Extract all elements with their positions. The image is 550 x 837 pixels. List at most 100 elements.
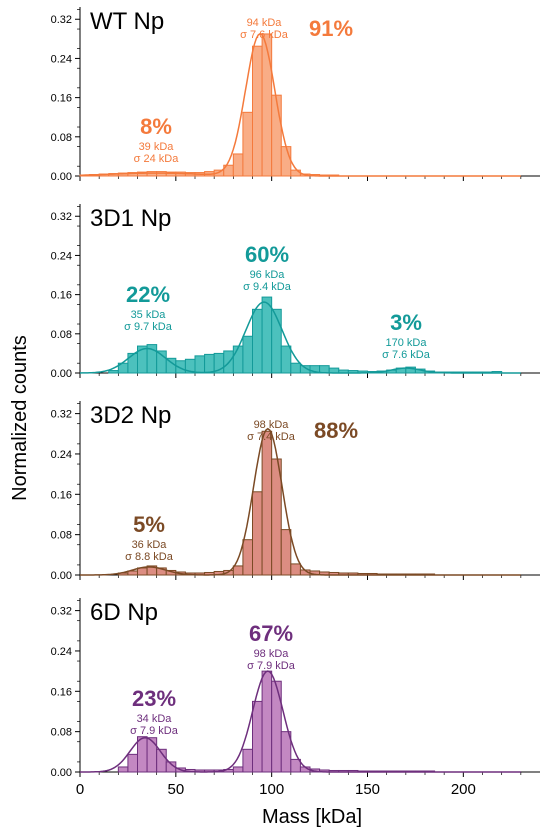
y-tick-label: 0.08	[51, 132, 72, 144]
y-tick-label: 0.24	[51, 53, 72, 65]
peak-sigma: σ 7.9 kDa	[130, 725, 179, 737]
histogram-bar	[232, 153, 244, 177]
histogram-bar	[280, 345, 292, 374]
peak-sigma: σ 7.6 kDa	[382, 349, 431, 361]
peak-percent: 88%	[314, 418, 358, 443]
y-tick-label: 0.00	[51, 171, 72, 183]
y-tick-label: 0.16	[51, 290, 72, 302]
peak-mass: 94 kDa	[247, 17, 283, 29]
histogram-bar	[242, 111, 254, 177]
peak-percent: 67%	[249, 621, 293, 646]
peak-sigma: σ 7.6 kDa	[240, 29, 289, 41]
peak-sigma: σ 7.4 kDa	[247, 431, 296, 443]
peak-percent: 60%	[245, 242, 289, 267]
fit-curve	[80, 670, 521, 773]
histogram-bar	[271, 308, 282, 374]
x-tick-label: 100	[259, 781, 284, 798]
histogram-bar	[280, 731, 292, 773]
panel-title: 3D2 Np	[90, 402, 171, 429]
histogram-bar	[290, 563, 301, 576]
y-tick-label: 0.00	[51, 368, 72, 380]
peak-percent: 22%	[126, 282, 170, 307]
histogram-bar	[232, 565, 244, 576]
x-tick-label: 0	[76, 781, 84, 798]
y-tick-label: 0.08	[51, 329, 72, 341]
peak-percent: 23%	[132, 686, 176, 711]
x-tick-label: 200	[451, 781, 476, 798]
peak-mass: 98 kDa	[254, 648, 290, 660]
histogram-bar	[290, 758, 301, 773]
panel-title: 3D1 Np	[90, 205, 171, 232]
peak-percent: 91%	[309, 16, 353, 41]
histogram-bar	[108, 370, 119, 374]
panel-title: 6D Np	[90, 599, 158, 626]
peak-sigma: σ 7.9 kDa	[247, 660, 296, 672]
peak-sigma: σ 9.7 kDa	[124, 321, 173, 333]
peak-mass: 98 kDa	[254, 419, 290, 431]
y-tick-label: 0.32	[51, 409, 72, 421]
y-tick-label: 0.24	[51, 250, 72, 262]
peak-mass: 39 kDa	[139, 141, 175, 153]
histogram-bar	[252, 45, 263, 177]
peak-percent: 5%	[133, 512, 165, 537]
y-tick-label: 0.32	[51, 606, 72, 618]
histogram-bar	[117, 766, 129, 773]
histogram-bar	[127, 352, 138, 374]
histogram-bar	[271, 458, 282, 576]
histogram-bar	[261, 670, 273, 773]
peak-percent: 8%	[140, 114, 172, 139]
x-tick-label: 50	[167, 781, 184, 798]
histogram-bar	[280, 529, 292, 576]
y-tick-label: 0.16	[51, 93, 72, 105]
histogram-bar	[252, 308, 263, 374]
peak-mass: 96 kDa	[250, 269, 286, 281]
peak-percent: 3%	[390, 310, 422, 335]
y-tick-label: 0.00	[51, 570, 72, 582]
y-tick-label: 0.24	[51, 449, 72, 461]
y-tick-label: 0.08	[51, 727, 72, 739]
histogram-bar	[280, 146, 292, 177]
y-tick-label: 0.08	[51, 530, 72, 542]
histogram-bar	[137, 567, 148, 576]
histogram-bar	[271, 680, 282, 773]
peak-sigma: σ 24 kDa	[134, 153, 180, 165]
y-tick-label: 0.32	[51, 211, 72, 223]
histogram-bar	[232, 345, 244, 374]
histogram-bar	[261, 33, 273, 177]
y-axis-label: Normalized counts	[9, 335, 31, 501]
peak-mass: 34 kDa	[137, 713, 173, 725]
fit-curve	[80, 427, 521, 576]
y-tick-label: 0.00	[51, 767, 72, 779]
fit-curve	[79, 301, 521, 374]
x-axis-label: Mass [kDa]	[262, 806, 362, 828]
peak-mass: 35 kDa	[131, 309, 167, 321]
histogram-bar	[242, 335, 254, 374]
y-tick-label: 0.32	[51, 14, 72, 26]
histogram-bar	[252, 700, 263, 773]
peak-sigma: σ 8.8 kDa	[125, 551, 174, 563]
histogram-bar	[290, 362, 301, 374]
histogram-bar	[232, 766, 244, 773]
peak-mass: 170 kDa	[386, 337, 428, 349]
histogram-bar	[242, 748, 254, 773]
y-tick-label: 0.24	[51, 646, 72, 658]
histogram-bar	[242, 539, 254, 576]
peak-sigma: σ 9.4 kDa	[243, 281, 292, 293]
histogram-bar	[252, 491, 263, 576]
histogram-bar	[261, 430, 273, 576]
histogram-bar	[137, 736, 148, 773]
histogram-bar	[194, 355, 206, 374]
y-tick-label: 0.16	[51, 686, 72, 698]
x-tick-label: 150	[355, 781, 380, 798]
histogram-bar	[261, 296, 273, 374]
histogram-bar	[146, 737, 158, 773]
y-tick-label: 0.16	[51, 489, 72, 501]
histogram-bar	[156, 748, 167, 773]
histogram-bar	[127, 753, 138, 773]
histogram-bar	[204, 353, 215, 374]
